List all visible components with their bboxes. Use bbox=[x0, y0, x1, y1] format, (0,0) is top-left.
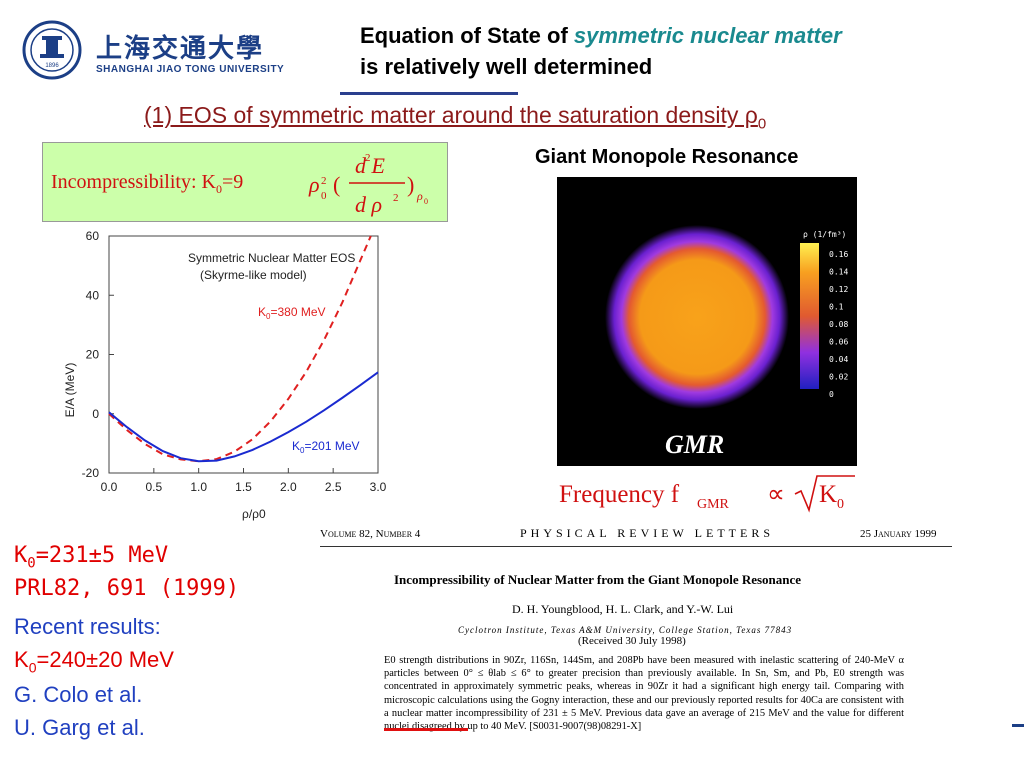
label-k201: K0=201 MeV bbox=[292, 439, 360, 455]
eos-axes: 0.0 0.5 1.0 1.5 2.0 2.5 3.0 60 40 20 0 -20 bbox=[82, 229, 387, 494]
eos-xtick-label: 2.5 bbox=[325, 480, 342, 494]
formula-coeff: =9 bbox=[221, 171, 244, 193]
freq-proportional: ∝ bbox=[767, 481, 785, 508]
svg-text:0: 0 bbox=[321, 190, 327, 202]
eos-ytick-label: -20 bbox=[82, 466, 100, 480]
gmr-colorbar-tick-label: 0.02 bbox=[829, 373, 848, 382]
svg-text:2: 2 bbox=[365, 152, 371, 164]
prl-highlight-underline bbox=[384, 728, 468, 731]
formula-label: Incompressibility: K0=9 bbox=[51, 171, 243, 197]
gmr-density-image: ρ (1/fm³) 0.16 0.14 0.12 0.1 0.08 0.06 0.04 0.0… bbox=[557, 177, 857, 466]
prl-abstract: E0 strength distributions in 90Zr, 116Sn… bbox=[384, 654, 904, 733]
title-prefix: Equation of State of bbox=[360, 23, 574, 48]
eos-xtick-label: 0.5 bbox=[145, 480, 162, 494]
freq-sub: GMR bbox=[697, 497, 730, 512]
gmr-colorbar-tick-label: 0.16 bbox=[829, 250, 848, 259]
eos-ytick-label: 0 bbox=[92, 407, 99, 421]
gmr-colorbar-tick-label: 0.08 bbox=[829, 320, 848, 329]
svg-text:): ) bbox=[407, 172, 414, 197]
svg-text:2: 2 bbox=[393, 192, 399, 204]
svg-text:1896: 1896 bbox=[45, 63, 59, 69]
prl-date: 25 January 1999 bbox=[860, 528, 937, 540]
gmr-heading: Giant Monopole Resonance bbox=[535, 146, 799, 168]
eos-xtick-label: 0.0 bbox=[101, 480, 118, 494]
subtitle-text: (1) EOS of symmetric matter around the s… bbox=[144, 102, 758, 128]
university-name-en: SHANGHAI JIAO TONG UNIVERSITY bbox=[96, 64, 285, 75]
svg-text:d E: d E bbox=[355, 153, 386, 178]
prl-abstract-text: E0 strength distributions in 90Zr, 116Sn… bbox=[384, 655, 904, 733]
svg-text:(: ( bbox=[333, 172, 340, 197]
eos-xtick-label: 3.0 bbox=[370, 480, 387, 494]
corner-mark bbox=[1012, 724, 1024, 727]
formula-expression: ρ 2 0 ( d E 2 d ρ 2 ) ρ 0 bbox=[308, 152, 428, 217]
eos-series-group bbox=[108, 235, 379, 463]
slide-subtitle: (1) EOS of symmetric matter around the s… bbox=[144, 102, 766, 133]
freq-text: Frequency f bbox=[559, 481, 680, 508]
eos-xtick-label: 2.0 bbox=[280, 480, 297, 494]
subtitle-sub: 0 bbox=[757, 115, 767, 133]
eos-xtick-label: 1.5 bbox=[235, 480, 252, 494]
eos-text-group: Symmetric Nuclear Matter EOS (Skyrme-lik… bbox=[63, 251, 360, 521]
series-line-k201 bbox=[108, 371, 379, 463]
label-k380: K0=380 MeV bbox=[258, 305, 326, 321]
eos-ytick-label: 20 bbox=[86, 348, 100, 362]
svg-text:0: 0 bbox=[424, 197, 428, 206]
title-line2: is relatively well determined bbox=[360, 54, 653, 79]
svg-text:ρ: ρ bbox=[308, 172, 320, 197]
prl-article-snippet: Volume 82, Number 4 PHYSICAL REVIEW LETT… bbox=[312, 518, 960, 750]
gmr-colorbar-tick-label: 0.06 bbox=[829, 338, 848, 347]
freq-k-sub: 0 bbox=[837, 497, 844, 512]
eos-subtitle: (Skyrme-like model) bbox=[200, 268, 307, 282]
gmr-colorbar-ticks: 0.16 0.14 0.12 0.1 0.08 0.06 0.04 0.02 0 bbox=[829, 250, 848, 399]
eos-xlabel: ρ/ρ0 bbox=[242, 507, 266, 521]
gmr-colorbar-tick-label: 0 bbox=[829, 390, 834, 399]
gmr-colorbar-title: ρ (1/fm³) bbox=[803, 230, 846, 239]
eos-xtick-label: 1.0 bbox=[190, 480, 207, 494]
sqrt-icon bbox=[794, 475, 855, 513]
eos-ytick-label: 40 bbox=[86, 288, 100, 302]
prl-received: (Received 30 July 1998) bbox=[578, 635, 686, 647]
result-garg: U. Garg et al. bbox=[14, 715, 145, 740]
header-rule bbox=[340, 92, 518, 95]
result-prl-reference: PRL82, 691 (1999) bbox=[14, 576, 240, 601]
eos-chart: 0.0 0.5 1.0 1.5 2.0 2.5 3.0 60 40 20 0 -20 Symmetri… bbox=[63, 229, 387, 521]
frequency-formula: Frequency f GMR ∝ K 0 bbox=[559, 475, 855, 513]
gmr-nucleus-disk bbox=[605, 225, 789, 409]
gmr-colorbar-tick-label: 0.04 bbox=[829, 355, 848, 364]
prl-authors: D. H. Youngblood, H. L. Clark, and Y.-W.… bbox=[512, 602, 734, 616]
formula-label-text: Incompressibility: K bbox=[51, 171, 216, 193]
svg-text:ρ: ρ bbox=[416, 189, 423, 203]
svg-text:d ρ: d ρ bbox=[355, 192, 382, 217]
prl-journal: PHYSICAL REVIEW LETTERS bbox=[520, 526, 774, 540]
slide-title: Equation of State of symmetric nuclear m… bbox=[360, 20, 1010, 82]
university-logo: 1896 bbox=[22, 20, 82, 80]
formula-label-sub: 0 bbox=[215, 182, 222, 196]
eos-ylabel: E/A (MeV) bbox=[63, 363, 77, 418]
prl-volume: Volume 82, Number 4 bbox=[320, 528, 421, 540]
gmr-colorbar bbox=[800, 243, 819, 389]
prl-header-rule bbox=[320, 546, 952, 547]
result-recent-heading: Recent results: bbox=[14, 614, 161, 639]
gmr-label: GMR bbox=[665, 430, 724, 459]
eos-ytick-label: 60 bbox=[86, 229, 100, 243]
result-colo: G. Colo et al. bbox=[14, 682, 143, 707]
prl-title: Incompressibility of Nuclear Matter from… bbox=[394, 572, 802, 587]
gmr-colorbar-tick-label: 0.1 bbox=[829, 303, 844, 312]
eos-title: Symmetric Nuclear Matter EOS bbox=[188, 251, 355, 265]
gmr-colorbar-tick-label: 0.12 bbox=[829, 285, 848, 294]
result-k0-231: K0=231±5 MeV bbox=[14, 543, 169, 572]
result-k0-240: K0=240±20 MeV bbox=[14, 647, 174, 676]
svg-text:2: 2 bbox=[321, 175, 327, 187]
university-name-cn: 上海交通大學 bbox=[96, 34, 265, 64]
freq-k: K bbox=[819, 481, 837, 508]
gmr-colorbar-tick-label: 0.14 bbox=[829, 268, 848, 277]
incompressibility-formula-box: Incompressibility: K0=9 ρ 2 0 ( d E 2 d … bbox=[42, 142, 448, 222]
title-accent: symmetric nuclear matter bbox=[573, 23, 842, 48]
prl-affiliation: Cyclotron Institute, Texas A&M Universit… bbox=[458, 625, 793, 635]
